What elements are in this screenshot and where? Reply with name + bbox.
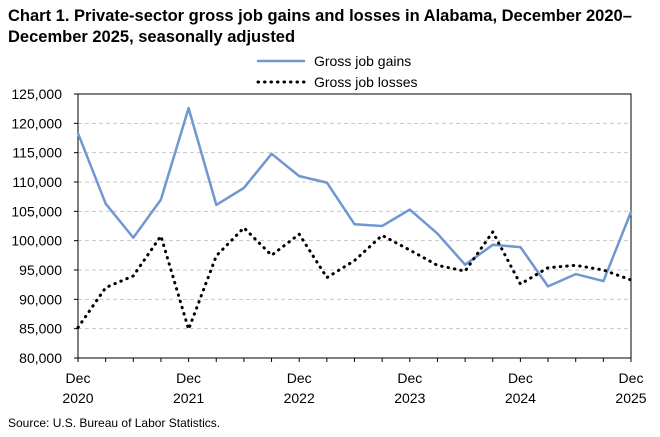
x-tick-label: 2020 (62, 390, 93, 406)
y-axis: 80,000 85,000 90,000 95,000 100,000 105,000 11… (11, 86, 78, 366)
x-tick-label: 2021 (173, 390, 204, 406)
y-tick-label: 80,000 (19, 350, 62, 366)
y-tick-label: 105,000 (11, 203, 62, 219)
x-axis: Dec 2020 Dec 2021 Dec 2022 Dec 2023 Dec 2024 Dec 20… (62, 358, 647, 406)
legend-label: Gross job gains (314, 53, 411, 69)
y-tick-label: 85,000 (19, 321, 62, 337)
x-tick-label: Dec (619, 370, 644, 386)
y-tick-label: 110,000 (12, 174, 62, 190)
y-tick-label: 100,000 (11, 233, 62, 249)
x-tick-label: Dec (397, 370, 422, 386)
x-tick-label: Dec (287, 370, 312, 386)
legend: Gross job gains Gross job losses (256, 53, 417, 90)
source-note: Source: U.S. Bureau of Labor Statistics. (8, 416, 221, 430)
y-tick-label: 125,000 (11, 86, 62, 102)
y-tick-label: 115,000 (12, 145, 62, 161)
x-tick-label: 2022 (284, 390, 315, 406)
y-tick-label: 90,000 (19, 291, 62, 307)
legend-label: Gross job losses (314, 74, 417, 90)
series-line-gross-job-losses (76, 226, 633, 331)
y-tick-label: 120,000 (11, 115, 62, 131)
x-tick-label: Dec (508, 370, 533, 386)
x-tick-label: 2025 (615, 390, 646, 406)
x-tick-label: Dec (176, 370, 201, 386)
x-tick-label: 2024 (505, 390, 536, 406)
gridlines (77, 93, 632, 359)
x-tick-label: Dec (66, 370, 91, 386)
series-lines (76, 106, 633, 331)
chart-title: Chart 1. Private-sector gross job gains … (8, 7, 632, 46)
plot-frame (77, 93, 632, 359)
y-tick-label: 95,000 (19, 262, 62, 278)
x-tick-label: 2023 (394, 390, 425, 406)
